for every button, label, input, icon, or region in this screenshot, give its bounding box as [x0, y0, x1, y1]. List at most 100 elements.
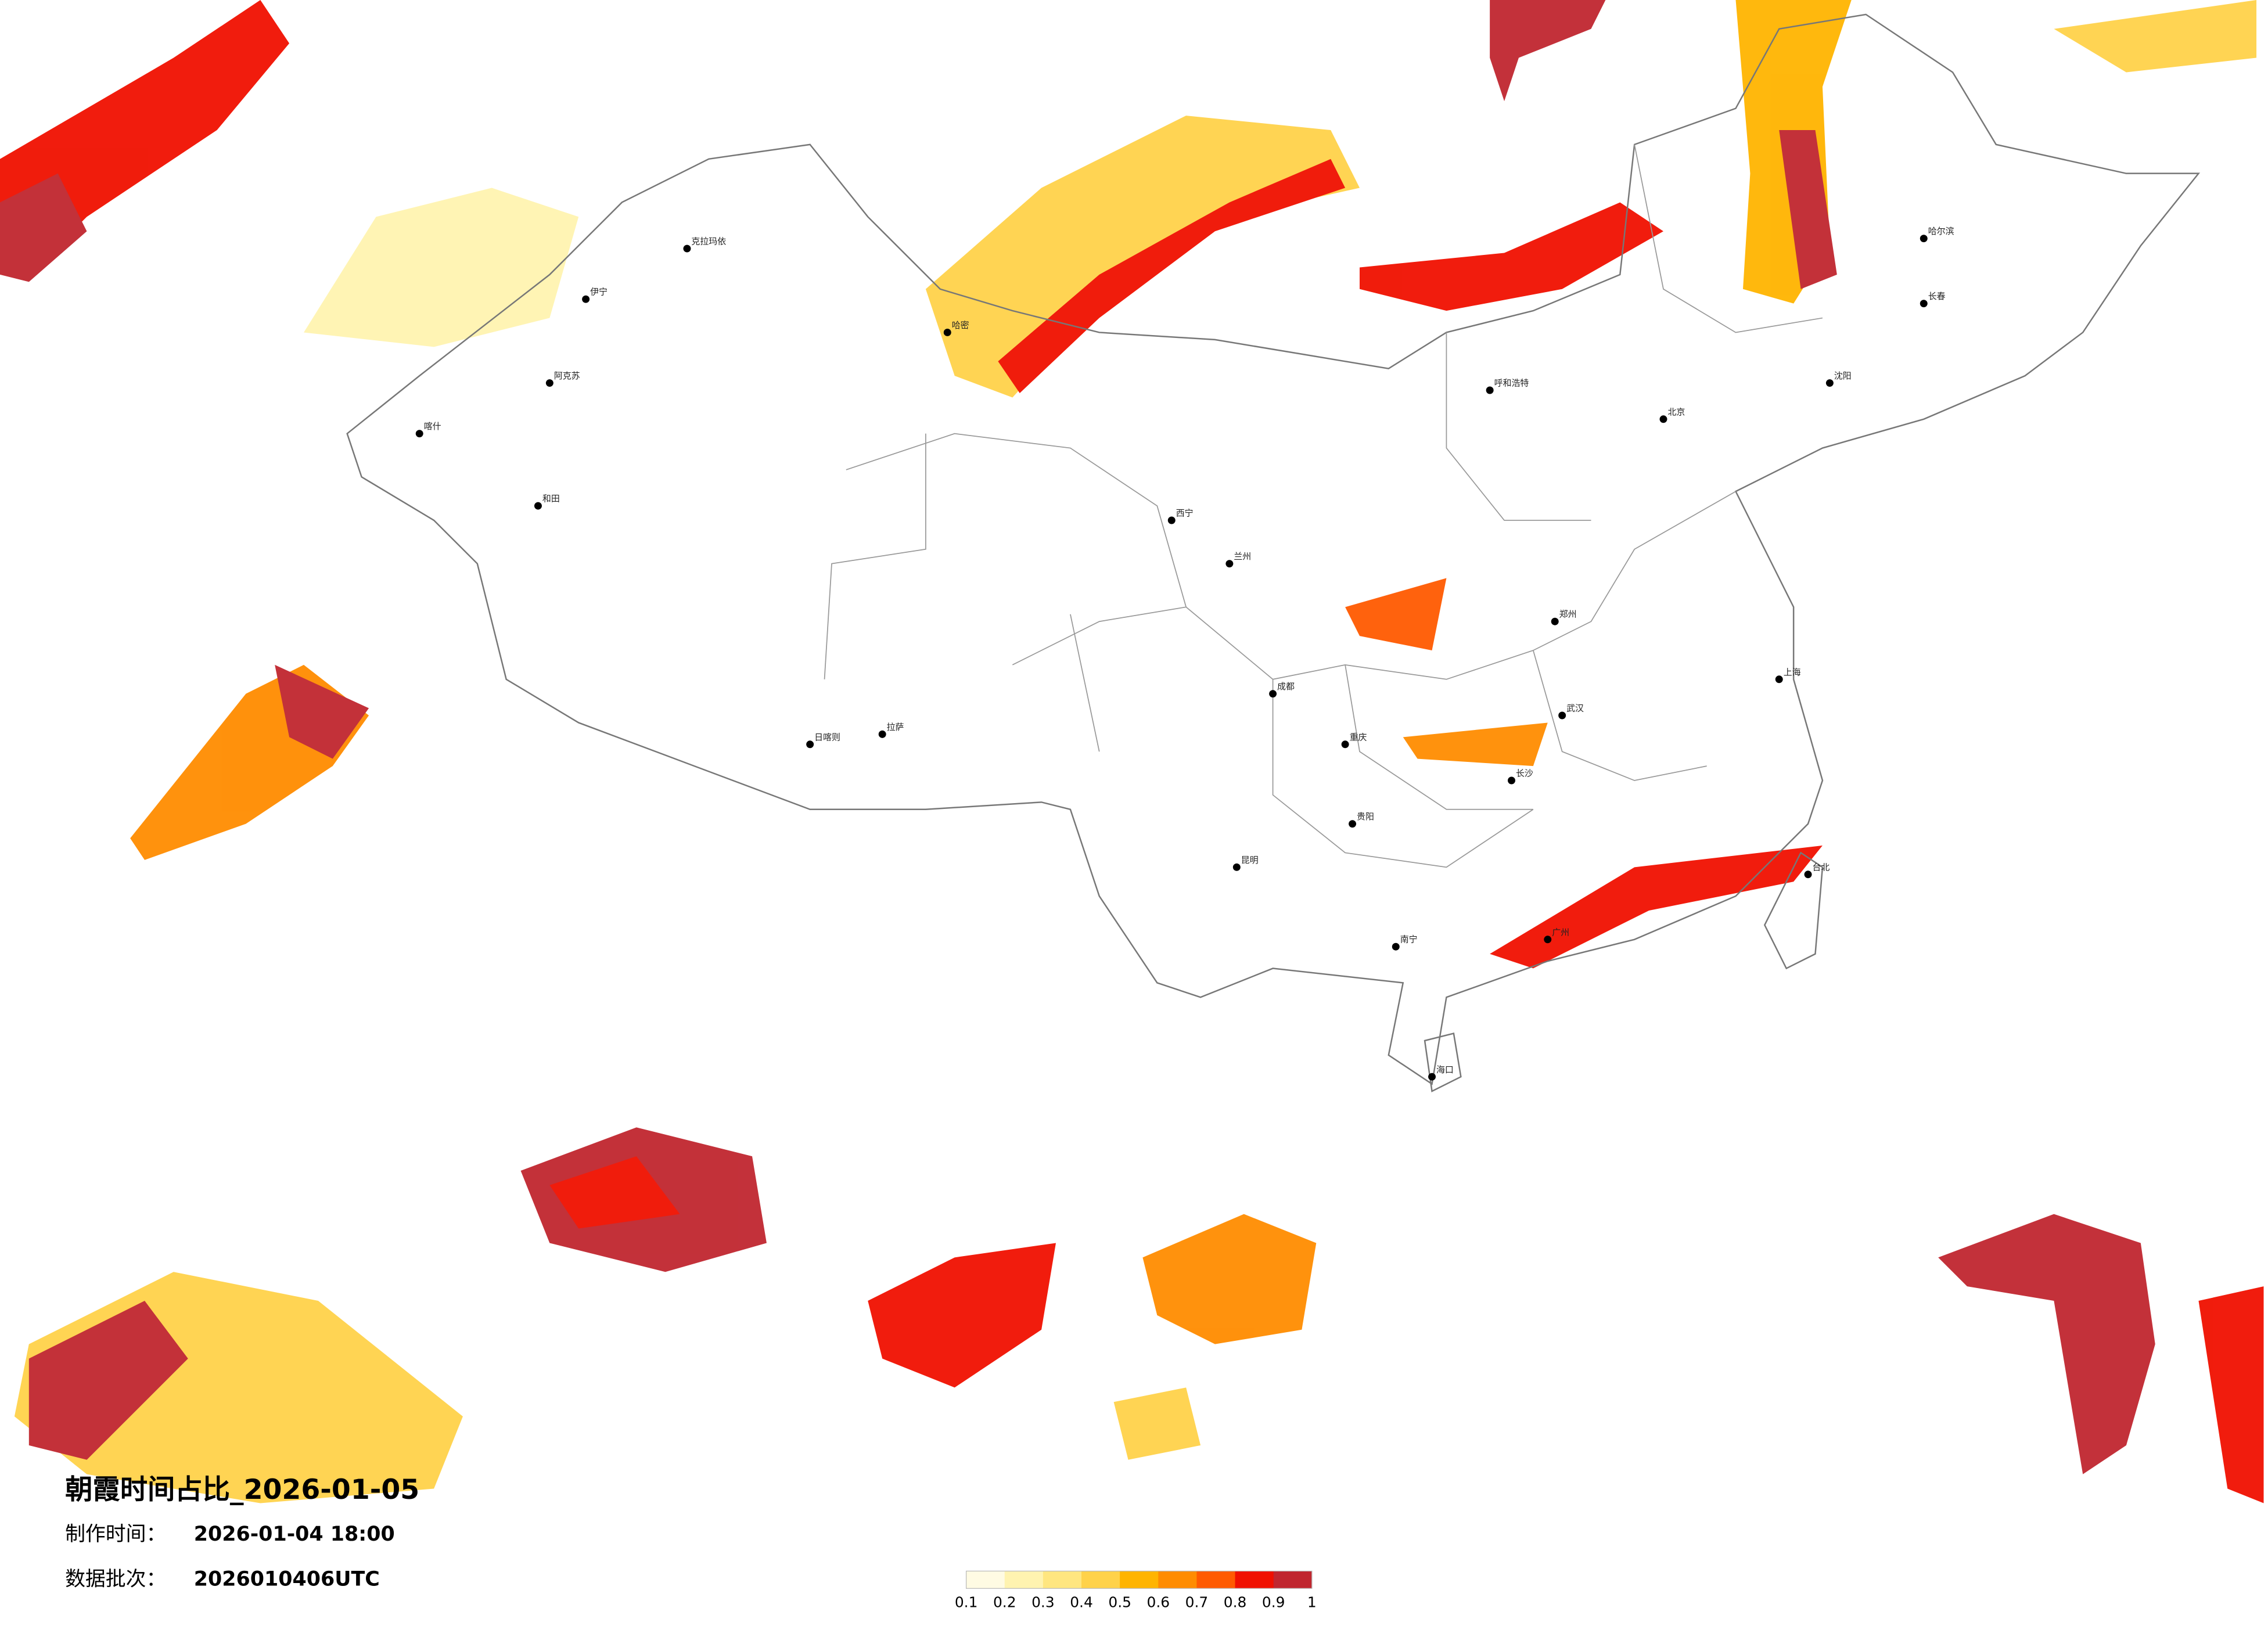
city-label: 喀什	[424, 421, 441, 431]
city-label: 上海	[1784, 667, 1801, 677]
city-dot	[582, 295, 590, 303]
city-label: 南宁	[1400, 934, 1418, 945]
city-label: 哈尔滨	[1928, 226, 1954, 236]
city-label: 长春	[1928, 291, 1946, 301]
city-dot	[545, 379, 553, 387]
city-dot	[806, 740, 814, 749]
city-label: 西宁	[1176, 508, 1194, 519]
heat-patch	[2198, 1286, 2264, 1503]
legend-swatch	[1235, 1571, 1274, 1589]
batch: 2026010406UTC	[194, 1567, 380, 1591]
city-dot	[415, 430, 423, 438]
city-label: 成都	[1277, 681, 1295, 692]
legend-tick-label: 0.6	[1146, 1594, 1170, 1611]
legend-tick-label: 0.1	[955, 1594, 978, 1611]
city-dot	[1349, 820, 1357, 828]
city-label: 兰州	[1234, 551, 1251, 562]
heat-patch	[28, 1301, 188, 1460]
city-dot	[943, 328, 951, 336]
heat-patch	[998, 159, 1346, 393]
city-label: 贵阳	[1357, 811, 1374, 822]
heat-patch	[1938, 1214, 2155, 1474]
heat-patch	[1345, 578, 1447, 650]
legend-frame	[965, 1570, 1313, 1589]
city-dot	[1775, 675, 1783, 684]
city-label: 和田	[542, 494, 560, 504]
city-dot	[1804, 870, 1812, 879]
legend-swatch	[966, 1571, 1005, 1589]
city-dot	[1920, 235, 1928, 243]
city-dot	[1486, 386, 1494, 394]
heat-patch	[1113, 1387, 1201, 1460]
city-dot	[683, 244, 691, 253]
legend-tick-label: 0.2	[993, 1594, 1016, 1611]
city-dot	[534, 502, 542, 510]
city-label: 克拉玛依	[691, 236, 726, 247]
legend-tick-label: 0.3	[1031, 1594, 1055, 1611]
country-outline	[346, 13, 2201, 1085]
city-label: 长沙	[1516, 768, 1533, 779]
heat-patch	[1360, 202, 1663, 311]
city-label: 北京	[1667, 406, 1685, 417]
heat-patch	[868, 1243, 1056, 1388]
city-label: 广州	[1552, 927, 1569, 937]
city-dot	[1167, 516, 1176, 524]
city-dot	[1551, 617, 1559, 625]
legend-swatch	[1081, 1571, 1120, 1589]
heat-patch	[1490, 0, 1606, 102]
city-dot	[1225, 560, 1234, 568]
map-title: 朝霞时间占比_2026-01-05	[65, 1474, 419, 1506]
legend-swatch	[1196, 1571, 1236, 1589]
heat-patch	[0, 173, 87, 282]
legend: 0.1 0.2 0.3 0.4 0.5 0.6 0.7 0.8 0.9 1	[955, 1570, 1317, 1611]
heat-patch	[1779, 130, 1837, 289]
city-dot	[1428, 1073, 1436, 1081]
city-label: 伊宁	[590, 287, 608, 297]
legend-tick-label: 0.8	[1224, 1594, 1247, 1611]
heat-patch	[303, 188, 579, 347]
legend-tick-label: 0.4	[1070, 1594, 1093, 1611]
city-dot	[1269, 690, 1277, 698]
made-time: 2026-01-04 18:00	[194, 1523, 395, 1546]
heat-patch	[549, 1156, 680, 1229]
city-label: 拉萨	[887, 722, 904, 732]
city-label: 郑州	[1559, 609, 1577, 620]
legend-tick-label: 1	[1307, 1594, 1317, 1611]
legend-tick-label: 0.5	[1108, 1594, 1131, 1611]
heat-patch	[2054, 0, 2257, 73]
heat-layer	[0, 0, 2264, 1503]
batch-label: 数据批次：	[65, 1567, 166, 1591]
heat-patch	[275, 664, 369, 759]
city-label: 武汉	[1566, 703, 1584, 714]
city-label: 哈密	[952, 320, 969, 330]
legend-swatch	[1273, 1571, 1313, 1589]
legend-swatch	[1043, 1571, 1082, 1589]
city-dot	[1544, 936, 1552, 944]
made-label: 制作时间：	[65, 1523, 166, 1546]
legend-tick-label: 0.9	[1262, 1594, 1285, 1611]
city-label: 重庆	[1350, 732, 1367, 742]
heat-patch	[1403, 722, 1548, 767]
legend-swatch	[1120, 1571, 1159, 1589]
legend-tick-label: 0.7	[1185, 1594, 1209, 1611]
province-borders	[824, 144, 1823, 868]
city-dot	[1508, 776, 1515, 785]
legend-swatch	[1004, 1571, 1044, 1589]
city-dot	[1558, 711, 1566, 720]
city-dot	[878, 730, 886, 738]
city-dot	[1232, 863, 1241, 871]
city-label: 呼和浩特	[1494, 378, 1529, 388]
city-label: 沈阳	[1834, 370, 1852, 381]
city-dot	[1825, 379, 1834, 387]
legend-swatch	[1158, 1571, 1197, 1589]
heat-patch	[1490, 846, 1823, 969]
city-label: 台北	[1813, 862, 1830, 872]
city-dot	[1920, 300, 1928, 308]
city-label: 阿克苏	[554, 370, 580, 381]
city-dot	[1341, 740, 1349, 749]
heat-patch	[1142, 1214, 1317, 1344]
city-label: 日喀则	[814, 732, 840, 742]
city-label: 海口	[1436, 1064, 1454, 1075]
